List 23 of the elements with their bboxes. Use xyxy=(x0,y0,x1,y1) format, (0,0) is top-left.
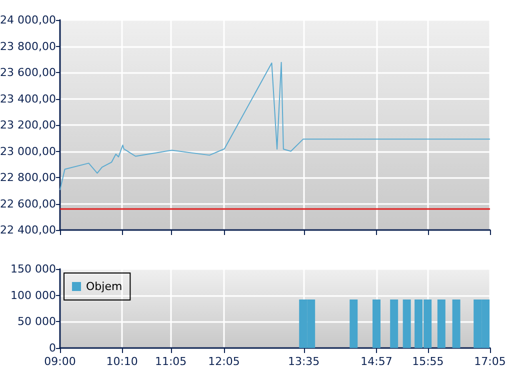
x-tick-label: 15:55 xyxy=(412,355,444,368)
line-series xyxy=(60,62,490,190)
x-tick-label: 14:57 xyxy=(360,355,392,368)
y-tick-label: 22 600,00 xyxy=(0,197,56,210)
x-tick-label: 10:10 xyxy=(106,355,138,368)
y-tick-label: 23 800,00 xyxy=(0,40,56,53)
x-tick-label: 13:35 xyxy=(288,355,320,368)
x-tick-label: 09:00 xyxy=(44,355,76,368)
y-tick-label: 22 800,00 xyxy=(0,171,56,184)
y-tick-label: 23 600,00 xyxy=(0,66,56,79)
x-tick-label: 17:05 xyxy=(474,355,506,368)
y-tick-label: 24 000,00 xyxy=(0,14,56,26)
y-tick-label: 100 000 xyxy=(10,288,56,302)
y-tick-label: 0 xyxy=(49,342,56,354)
y-tick-label: 22 400,00 xyxy=(0,224,56,236)
y-tick-label: 50 000 xyxy=(18,315,56,328)
x-tick-label: 12:05 xyxy=(208,355,240,368)
y-tick-label: 23 400,00 xyxy=(0,92,56,106)
x-tick-label: 11:05 xyxy=(154,355,187,368)
y-tick-label: 23 200,00 xyxy=(0,118,56,132)
legend-label: Objem xyxy=(86,280,122,293)
y-tick-label: 23 000,00 xyxy=(0,144,56,158)
y-tick-label: 150 000 xyxy=(10,262,56,276)
